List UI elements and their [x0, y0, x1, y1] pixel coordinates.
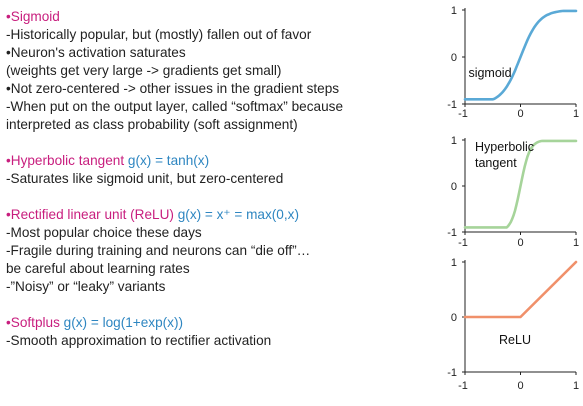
tanh-heading: •Hyperbolic tangent g(x) = tanh(x)	[6, 152, 446, 170]
relu-line: be careful about learning rates	[6, 261, 190, 276]
softplus-line: -Smooth approximation to rectifier activ…	[6, 333, 272, 348]
y-tick-label: -1	[447, 99, 457, 111]
y-tick-label: 1	[451, 257, 457, 269]
sigmoid-line: •Not zero-centered -> other issues in th…	[6, 81, 340, 96]
sigmoid-title: •Sigmoid	[6, 9, 60, 24]
panel-label: tangent	[475, 156, 517, 170]
panel-label: Hyperbolic	[475, 140, 534, 154]
y-tick-label: 1	[451, 135, 457, 147]
y-tick-label: -1	[447, 227, 457, 239]
x-tick-label: 1	[573, 380, 579, 392]
x-tick-label: -1	[458, 108, 468, 120]
x-tick-label: 1	[573, 108, 579, 120]
y-tick-label: 0	[451, 312, 457, 324]
relu-line: -Most popular choice these days	[6, 225, 202, 240]
notes-text: •Sigmoid -Historically popular, but (mos…	[6, 8, 446, 350]
sigmoid-line: -Historically popular, but (mostly) fall…	[6, 27, 312, 42]
x-tick-label: 0	[517, 237, 523, 249]
relu-line: -”Noisy” or “leaky” variants	[6, 279, 166, 294]
tanh-curve	[463, 139, 578, 229]
panel-label: sigmoid	[468, 66, 511, 80]
sigmoid-line: interpreted as class probability (soft a…	[6, 117, 298, 132]
x-tick-label: 0	[517, 108, 523, 120]
x-tick-label: 0	[517, 380, 523, 392]
softplus-formula: g(x) = log(1+exp(x))	[63, 315, 184, 330]
relu-heading: •Rectified linear unit (ReLU) g(x) = x⁺ …	[6, 206, 446, 224]
tanh-formula: g(x) = tanh(x)	[127, 153, 210, 168]
softplus-heading: •Softplus g(x) = log(1+exp(x))	[6, 314, 446, 332]
relu-formula: g(x) = x⁺ = max(0,x)	[177, 207, 299, 222]
softplus-title: •Softplus	[6, 315, 60, 330]
ReLU-curve	[463, 260, 578, 319]
y-tick-label: 0	[451, 181, 457, 193]
x-tick-label: -1	[458, 237, 468, 249]
relu-title: •Rectified linear unit (ReLU)	[6, 207, 174, 222]
sigmoid-line: -When put on the output layer, called “s…	[6, 99, 344, 114]
x-tick-label: 1	[573, 237, 579, 249]
x-tick-label: -1	[458, 380, 468, 392]
relu-line: -Fragile during training and neurons can…	[6, 243, 311, 258]
sigmoid-line: (weights get very large -> gradients get…	[6, 63, 282, 78]
sigmoid-curve	[463, 9, 578, 101]
tanh-line: -Saturates like sigmoid unit, but zero-c…	[6, 171, 284, 186]
panel-label: ReLU	[499, 333, 531, 347]
sigmoid-line: •Neuron's activation saturates	[6, 45, 186, 60]
y-tick-label: 0	[451, 52, 457, 64]
y-tick-label: 1	[451, 5, 457, 17]
y-tick-label: -1	[447, 367, 457, 379]
tanh-title: •Hyperbolic tangent	[6, 153, 125, 168]
